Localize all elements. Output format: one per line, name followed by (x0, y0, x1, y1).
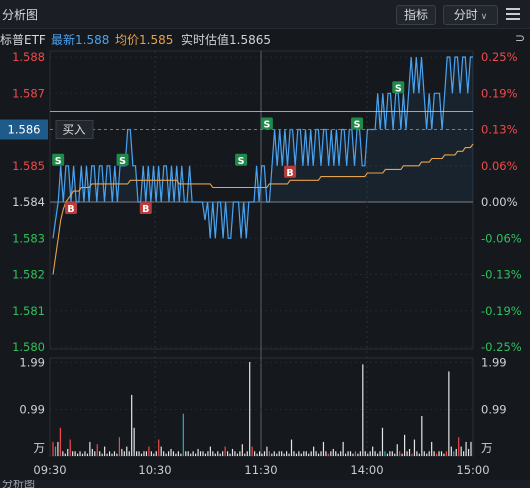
quote-info-bar: 标普ETF 最新1.588 均价1.585 实时估值1.5865 ⊃ (0, 29, 530, 47)
sell-mark (260, 117, 273, 130)
cursor-price-box (0, 119, 48, 140)
pct-tick: -0.19% (481, 304, 522, 318)
chevron-down-icon: ∨ (480, 12, 488, 22)
latest-price: 最新1.588 (51, 31, 109, 48)
sell-mark (351, 117, 364, 130)
cursor-price-label: 1.586 (8, 123, 41, 137)
trade-mark-label: S (354, 120, 361, 131)
pct-tick: -0.25% (481, 340, 522, 354)
volume-unit-label-right: 万 (481, 441, 493, 455)
pct-tick: 0.06% (481, 159, 518, 173)
time-tick: 11:30 (244, 463, 277, 477)
price-tick: 1.588 (12, 50, 45, 64)
avg-price-line (52, 143, 474, 275)
trade-mark-label: B (286, 168, 293, 179)
trade-mark-label: S (119, 156, 126, 167)
avg-value: 1.585 (139, 33, 174, 47)
trade-mark-label: B (67, 204, 74, 215)
volume-unit-label: 万 (34, 441, 46, 455)
price-area (53, 57, 473, 239)
time-tick: 14:00 (350, 463, 383, 477)
time-tick: 15:00 (456, 463, 489, 477)
volume-max-label: 1.99 (19, 355, 45, 369)
next-panel-header: 分析图 (0, 480, 530, 488)
buy-mark (139, 202, 152, 214)
next-panel-title: 分析图 (2, 480, 35, 488)
latest-label: 最新 (51, 33, 76, 47)
buy-marker-label: 买入 (63, 123, 86, 137)
volume-max-label-right: 1.99 (481, 355, 507, 369)
pct-tick: 0.25% (481, 50, 518, 64)
iopv-value: 1.5865 (229, 33, 272, 47)
pct-tick: 0.19% (481, 86, 518, 100)
latest-value: 1.588 (75, 33, 110, 47)
price-tick: 1.587 (12, 86, 45, 100)
trade-mark-label: S (238, 156, 245, 167)
trade-mark-label: S (55, 156, 62, 167)
price-line (52, 56, 473, 239)
buy-mark (65, 202, 78, 214)
avg-label: 均价 (115, 33, 140, 47)
trade-mark-label: S (395, 83, 402, 94)
pct-tick: 0.13% (481, 123, 518, 137)
average-price: 均价1.585 (115, 31, 173, 48)
period-dropdown[interactable]: 分时 ∨ (443, 5, 498, 25)
security-name: 标普ETF (0, 33, 46, 47)
buy-marker-box (55, 120, 94, 139)
buy-mark (284, 165, 297, 178)
trade-mark-label: B (142, 204, 149, 215)
sell-mark (392, 81, 405, 94)
time-tick: 09:30 (33, 463, 66, 477)
sell-mark (52, 153, 65, 166)
price-tick: 1.585 (12, 159, 45, 173)
time-tick: 10:30 (138, 463, 171, 477)
volume-mid-label-right: 0.99 (481, 402, 507, 416)
price-tick: 1.580 (12, 340, 45, 354)
price-tick: 1.582 (12, 268, 45, 282)
indicator-button[interactable]: 指标 (396, 5, 436, 25)
collapse-icon[interactable]: ⊃ (514, 31, 525, 45)
iopv-label: 实时估值 (181, 33, 230, 47)
period-label: 分时 (453, 8, 478, 22)
price-tick: 1.583 (12, 231, 45, 245)
menu-icon[interactable] (506, 8, 520, 20)
panel-title: 分析图 (2, 8, 39, 22)
pct-tick: -0.06% (481, 231, 522, 245)
sell-mark (116, 153, 129, 166)
panel-header: 分析图 指标 分时 ∨ (0, 0, 530, 29)
volume-mid-label: 0.99 (19, 402, 45, 416)
pct-tick: 0.00% (481, 195, 518, 209)
trade-mark-label: S (263, 120, 270, 131)
iopv: 实时估值1.5865 (181, 31, 271, 48)
price-tick: 1.581 (12, 304, 45, 318)
pct-tick: -0.13% (481, 268, 522, 282)
sell-mark (235, 153, 248, 166)
price-tick: 1.584 (12, 195, 45, 209)
